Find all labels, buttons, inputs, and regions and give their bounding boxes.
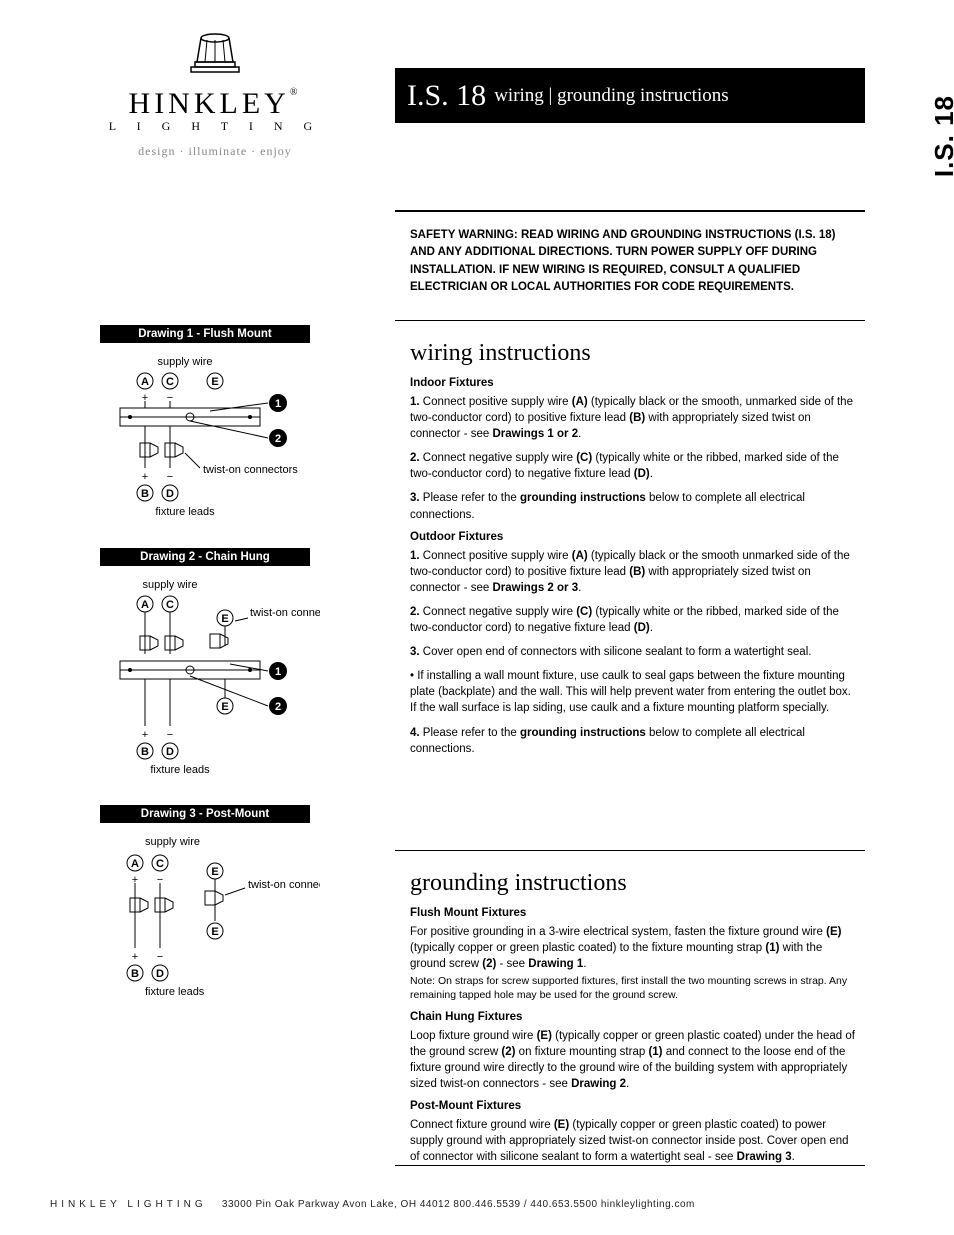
drawing-1-svg: supply wire A C E + − 1 2 twist-on conne… [90, 353, 320, 528]
svg-text:twist-on connectors: twist-on connectors [250, 607, 320, 619]
svg-text:E: E [211, 866, 218, 878]
svg-text:B: B [131, 968, 139, 980]
svg-text:−: − [157, 951, 163, 963]
drawing-1-title: Drawing 1 - Flush Mount [100, 325, 310, 343]
svg-text:+: + [142, 471, 148, 483]
outdoor-step-1: 1. Connect positive supply wire (A) (typ… [410, 548, 860, 596]
chain-text: Loop fixture ground wire (E) (typically … [410, 1028, 860, 1092]
title-bar: I.S. 18 wiring | grounding instructions [395, 68, 865, 123]
drawing-3-svg: supply wire A C E + − twist-on connector… [90, 833, 320, 1008]
title-rest: wiring | grounding instructions [494, 85, 728, 107]
wiring-section: wiring instructions Indoor Fixtures 1. C… [410, 340, 860, 765]
svg-text:D: D [156, 968, 164, 980]
svg-text:C: C [166, 599, 174, 611]
post-heading: Post-Mount Fixtures [410, 1100, 860, 1112]
rule-2 [395, 320, 865, 321]
svg-text:twist-on connectors: twist-on connectors [248, 879, 320, 891]
rule-4 [395, 1165, 865, 1166]
grounding-section: grounding instructions Flush Mount Fixtu… [410, 870, 860, 1173]
logo-tagline: design · illuminate · enjoy [95, 144, 335, 159]
outdoor-step-2: 2. Connect negative supply wire (C) (typ… [410, 604, 860, 636]
chain-heading: Chain Hung Fixtures [410, 1011, 860, 1023]
svg-text:−: − [167, 729, 173, 741]
svg-text:supply wire: supply wire [157, 356, 212, 368]
drawing-2-svg: supply wire A C E twist-on connectors 1 … [90, 576, 320, 781]
flush-text: For positive grounding in a 3-wire elect… [410, 924, 860, 972]
svg-text:D: D [166, 746, 174, 758]
outdoor-bullet: • If installing a wall mount fixture, us… [410, 668, 860, 716]
drawing-1: Drawing 1 - Flush Mount supply wire A C … [85, 325, 325, 528]
svg-text:E: E [211, 376, 218, 388]
rule-1 [395, 210, 865, 212]
svg-text:B: B [141, 746, 149, 758]
post-text: Connect fixture ground wire (E) (typical… [410, 1117, 860, 1165]
svg-text:+: + [132, 951, 138, 963]
side-label: I.S. 18 [929, 95, 954, 177]
svg-text:supply wire: supply wire [142, 579, 197, 591]
outdoor-heading: Outdoor Fixtures [410, 531, 860, 543]
svg-text:fixture leads: fixture leads [150, 764, 210, 776]
indoor-step-3: 3. Please refer to the grounding instruc… [410, 490, 860, 522]
svg-text:D: D [166, 488, 174, 500]
svg-text:A: A [131, 858, 139, 870]
svg-text:E: E [221, 701, 228, 713]
drawing-2: Drawing 2 - Chain Hung supply wire A C E… [85, 548, 325, 781]
footer-brand: HINKLEY LIGHTING [50, 1199, 207, 1210]
svg-text:fixture leads: fixture leads [145, 986, 205, 998]
svg-text:A: A [141, 599, 149, 611]
svg-text:E: E [211, 926, 218, 938]
flush-note: Note: On straps for screw supported fixt… [410, 974, 860, 1002]
drawing-2-title: Drawing 2 - Chain Hung [100, 548, 310, 566]
outdoor-step-3: 3. Cover open end of connectors with sil… [410, 644, 860, 660]
rule-3 [395, 850, 865, 851]
indoor-step-1: 1. Connect positive supply wire (A) (typ… [410, 394, 860, 442]
svg-text:2: 2 [275, 433, 281, 445]
logo-name: HINKLEY® [95, 87, 335, 121]
svg-text:B: B [141, 488, 149, 500]
footer-addr: 33000 Pin Oak Parkway Avon Lake, OH 4401… [222, 1199, 695, 1210]
svg-text:+: + [142, 729, 148, 741]
svg-text:E: E [221, 613, 228, 625]
indoor-heading: Indoor Fixtures [410, 377, 860, 389]
svg-text:1: 1 [275, 398, 281, 410]
wiring-heading: wiring instructions [410, 340, 860, 367]
svg-text:fixture leads: fixture leads [155, 506, 215, 518]
title-code: I.S. 18 [407, 79, 486, 113]
svg-text:C: C [156, 858, 164, 870]
svg-text:supply wire: supply wire [145, 836, 200, 848]
svg-text:twist-on connectors: twist-on connectors [203, 464, 298, 476]
svg-text:2: 2 [275, 701, 281, 713]
logo-sub: L I G H T I N G [95, 119, 335, 134]
drawing-3: Drawing 3 - Post-Mount supply wire A C E… [85, 805, 325, 1008]
logo-block: HINKLEY® L I G H T I N G design · illumi… [95, 30, 335, 159]
logo-icon [185, 30, 245, 80]
flush-heading: Flush Mount Fixtures [410, 907, 860, 919]
footer: HINKLEY LIGHTING 33000 Pin Oak Parkway A… [50, 1199, 904, 1210]
safety-warning: SAFETY WARNING: READ WIRING AND GROUNDIN… [410, 227, 850, 296]
grounding-heading: grounding instructions [410, 870, 860, 897]
drawing-3-title: Drawing 3 - Post-Mount [100, 805, 310, 823]
indoor-step-2: 2. Connect negative supply wire (C) (typ… [410, 450, 860, 482]
outdoor-step-4: 4. Please refer to the grounding instruc… [410, 725, 860, 757]
svg-text:C: C [166, 376, 174, 388]
svg-text:A: A [141, 376, 149, 388]
svg-text:1: 1 [275, 666, 281, 678]
svg-text:−: − [167, 471, 173, 483]
